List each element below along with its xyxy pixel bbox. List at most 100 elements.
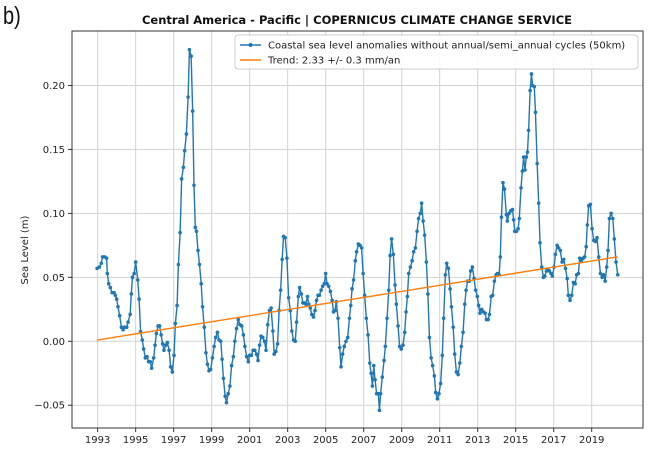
data-point [419, 201, 424, 205]
data-point [359, 246, 364, 250]
data-point [212, 344, 216, 349]
data-point [215, 330, 220, 335]
data-point [483, 311, 487, 315]
data-point [159, 333, 163, 337]
data-point [199, 281, 204, 286]
data-point [260, 335, 265, 340]
data-point [253, 348, 257, 353]
data-point [411, 249, 416, 254]
data-point [99, 261, 104, 266]
data-point [151, 356, 156, 360]
data-point [262, 339, 267, 344]
data-point [458, 361, 462, 365]
data-point [535, 161, 539, 166]
data-point [314, 298, 319, 303]
data-point [239, 324, 244, 328]
data-point [601, 272, 606, 277]
data-point [224, 400, 229, 405]
data-point [105, 271, 110, 276]
data-point [173, 321, 178, 326]
data-point [437, 391, 441, 396]
data-point [344, 339, 348, 344]
legend-label-anomalies: Coastal sea level anomalies without annu… [268, 41, 625, 52]
legend-box [234, 34, 639, 70]
data-point [229, 363, 234, 368]
data-point [205, 362, 210, 367]
data-point [476, 303, 481, 308]
legend: Coastal sea level anomalies without annu… [234, 34, 639, 70]
data-point [231, 354, 236, 359]
data-point [388, 253, 392, 258]
data-point [415, 229, 419, 234]
data-point [241, 333, 246, 337]
data-point [285, 256, 289, 260]
data-point [504, 212, 509, 217]
data-point [322, 281, 327, 286]
data-point [563, 266, 568, 271]
data-point [351, 278, 356, 282]
data-point [179, 177, 184, 181]
data-point [311, 315, 316, 319]
data-point [310, 312, 314, 317]
data-point [429, 356, 433, 360]
data-point [547, 269, 552, 273]
data-point [487, 312, 492, 317]
data-point [408, 265, 413, 269]
data-point [553, 252, 558, 257]
data-point [305, 294, 310, 299]
data-point [569, 293, 574, 298]
data-point [536, 201, 541, 205]
data-point [108, 285, 113, 290]
data-point [603, 279, 607, 283]
data-point [435, 397, 440, 401]
data-point [492, 279, 497, 283]
data-point [306, 302, 311, 306]
data-point [502, 187, 507, 191]
data-point [116, 304, 120, 309]
data-point [175, 303, 179, 308]
data-point [573, 281, 577, 286]
data-point [490, 293, 495, 298]
x-tick-label: 2011 [427, 435, 452, 446]
data-point [104, 256, 109, 260]
data-point [478, 311, 482, 315]
trend-line [96, 256, 618, 341]
data-point [97, 265, 102, 269]
data-point [391, 252, 396, 257]
x-tick-label: 2015 [503, 435, 528, 446]
data-point [299, 292, 304, 296]
data-point [604, 265, 609, 269]
data-point [418, 211, 423, 216]
data-point [579, 258, 584, 263]
data-point [373, 377, 377, 382]
data-point [246, 359, 251, 364]
data-point [367, 361, 372, 365]
data-point [533, 110, 538, 115]
data-point [396, 324, 400, 328]
data-point [149, 366, 154, 370]
data-point [190, 109, 195, 113]
data-point [454, 370, 459, 374]
data-point [170, 370, 175, 374]
grid [72, 31, 643, 428]
data-point [283, 235, 288, 240]
data-point [256, 358, 260, 363]
y-axis-label: Sea Level (m) [20, 215, 31, 284]
data-point [440, 353, 445, 358]
data-point [339, 365, 343, 369]
data-point [361, 271, 365, 276]
data-point [441, 316, 446, 321]
y-axis: −0.05 0.00 0.05 0.10 0.15 0.20 [34, 81, 72, 412]
data-point [184, 132, 189, 136]
data-point [249, 353, 254, 358]
data-point [340, 352, 345, 356]
data-point [399, 347, 404, 351]
data-point [525, 150, 530, 154]
data-point [606, 248, 610, 253]
data-point [257, 343, 262, 347]
data-point [464, 288, 468, 292]
data-point [294, 320, 299, 324]
data-point [308, 306, 313, 310]
x-tick-label: 2019 [579, 435, 604, 446]
